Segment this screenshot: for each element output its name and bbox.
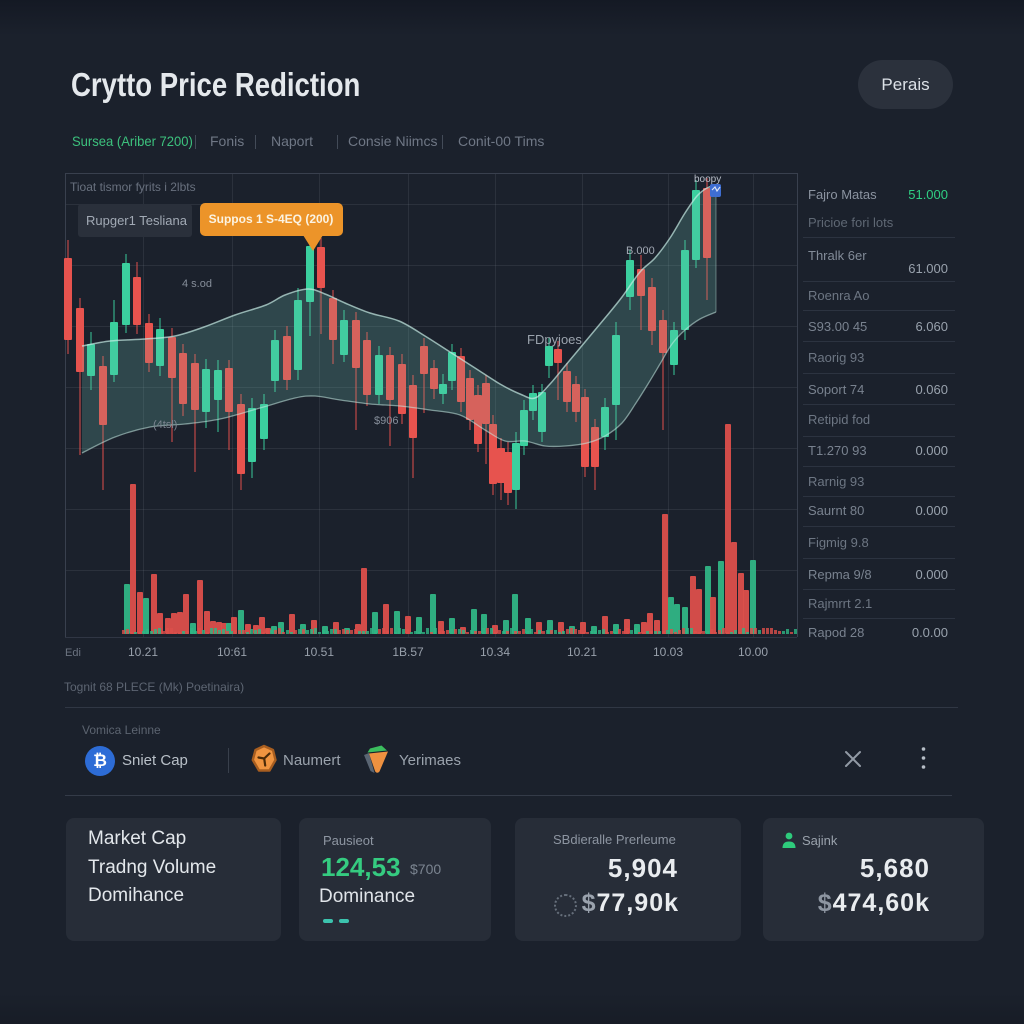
svg-text:1B.57: 1B.57	[392, 645, 424, 659]
svg-text:4 s.od: 4 s.od	[182, 278, 212, 290]
svg-text:Tognit 68 PLECE (Mk) Poetinair: Tognit 68 PLECE (Mk) Poetinaira)	[64, 680, 244, 694]
svg-text:10.00: 10.00	[738, 645, 768, 659]
svg-text:Rupger1 Tesliana: Rupger1 Tesliana	[86, 213, 188, 228]
svg-text:10.21: 10.21	[128, 645, 158, 659]
svg-text:10.21: 10.21	[567, 645, 597, 659]
svg-text:Suppos 1 S-4EQ (200): Suppos 1 S-4EQ (200)	[209, 212, 334, 226]
svg-text:$906: $906	[374, 415, 398, 427]
svg-text:Tioat tismor fyrits i 2lbts: Tioat tismor fyrits i 2lbts	[70, 180, 196, 194]
svg-text:10.51: 10.51	[304, 645, 334, 659]
svg-text:boopy: boopy	[694, 174, 721, 185]
svg-text:10.03: 10.03	[653, 645, 683, 659]
svg-text:Edi: Edi	[65, 647, 81, 659]
svg-text:B.000: B.000	[626, 245, 655, 257]
svg-text:(4tsl): (4tsl)	[153, 419, 177, 431]
svg-text:10.34: 10.34	[480, 645, 510, 659]
svg-text:FDpyjoes: FDpyjoes	[527, 332, 582, 347]
svg-text:10:61: 10:61	[217, 645, 247, 659]
